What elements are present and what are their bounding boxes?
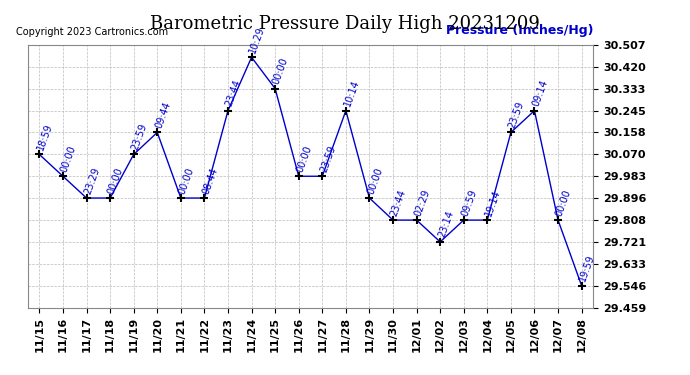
Text: 23:59: 23:59: [507, 100, 526, 130]
Text: Pressure (Inches/Hg): Pressure (Inches/Hg): [446, 24, 593, 37]
Text: 00:00: 00:00: [106, 166, 125, 195]
Text: 02:29: 02:29: [413, 188, 432, 217]
Text: 10:14: 10:14: [342, 78, 361, 108]
Text: 18:59: 18:59: [36, 122, 55, 152]
Text: 00:00: 00:00: [177, 166, 196, 195]
Text: 23:59: 23:59: [319, 144, 337, 174]
Text: 09:59: 09:59: [460, 188, 479, 217]
Text: Barometric Pressure Daily High 20231209: Barometric Pressure Daily High 20231209: [150, 15, 540, 33]
Text: 00:00: 00:00: [366, 166, 384, 195]
Text: 23:14: 23:14: [436, 210, 455, 239]
Text: 09:14: 09:14: [531, 78, 549, 108]
Text: 23:44: 23:44: [389, 188, 408, 217]
Text: 19:14: 19:14: [484, 188, 502, 217]
Text: 23:44: 23:44: [224, 78, 243, 108]
Text: 10:29: 10:29: [248, 25, 266, 54]
Text: 00:00: 00:00: [59, 144, 78, 174]
Text: 00:00: 00:00: [554, 188, 573, 217]
Text: 09:44: 09:44: [153, 100, 172, 130]
Text: 23:59: 23:59: [130, 122, 149, 152]
Text: 00:00: 00:00: [271, 56, 290, 86]
Text: 23:29: 23:29: [83, 165, 101, 195]
Text: Copyright 2023 Cartronics.com: Copyright 2023 Cartronics.com: [17, 27, 168, 37]
Text: 00:00: 00:00: [295, 144, 314, 174]
Text: 08:44: 08:44: [201, 166, 219, 195]
Text: 19:59: 19:59: [578, 254, 597, 283]
